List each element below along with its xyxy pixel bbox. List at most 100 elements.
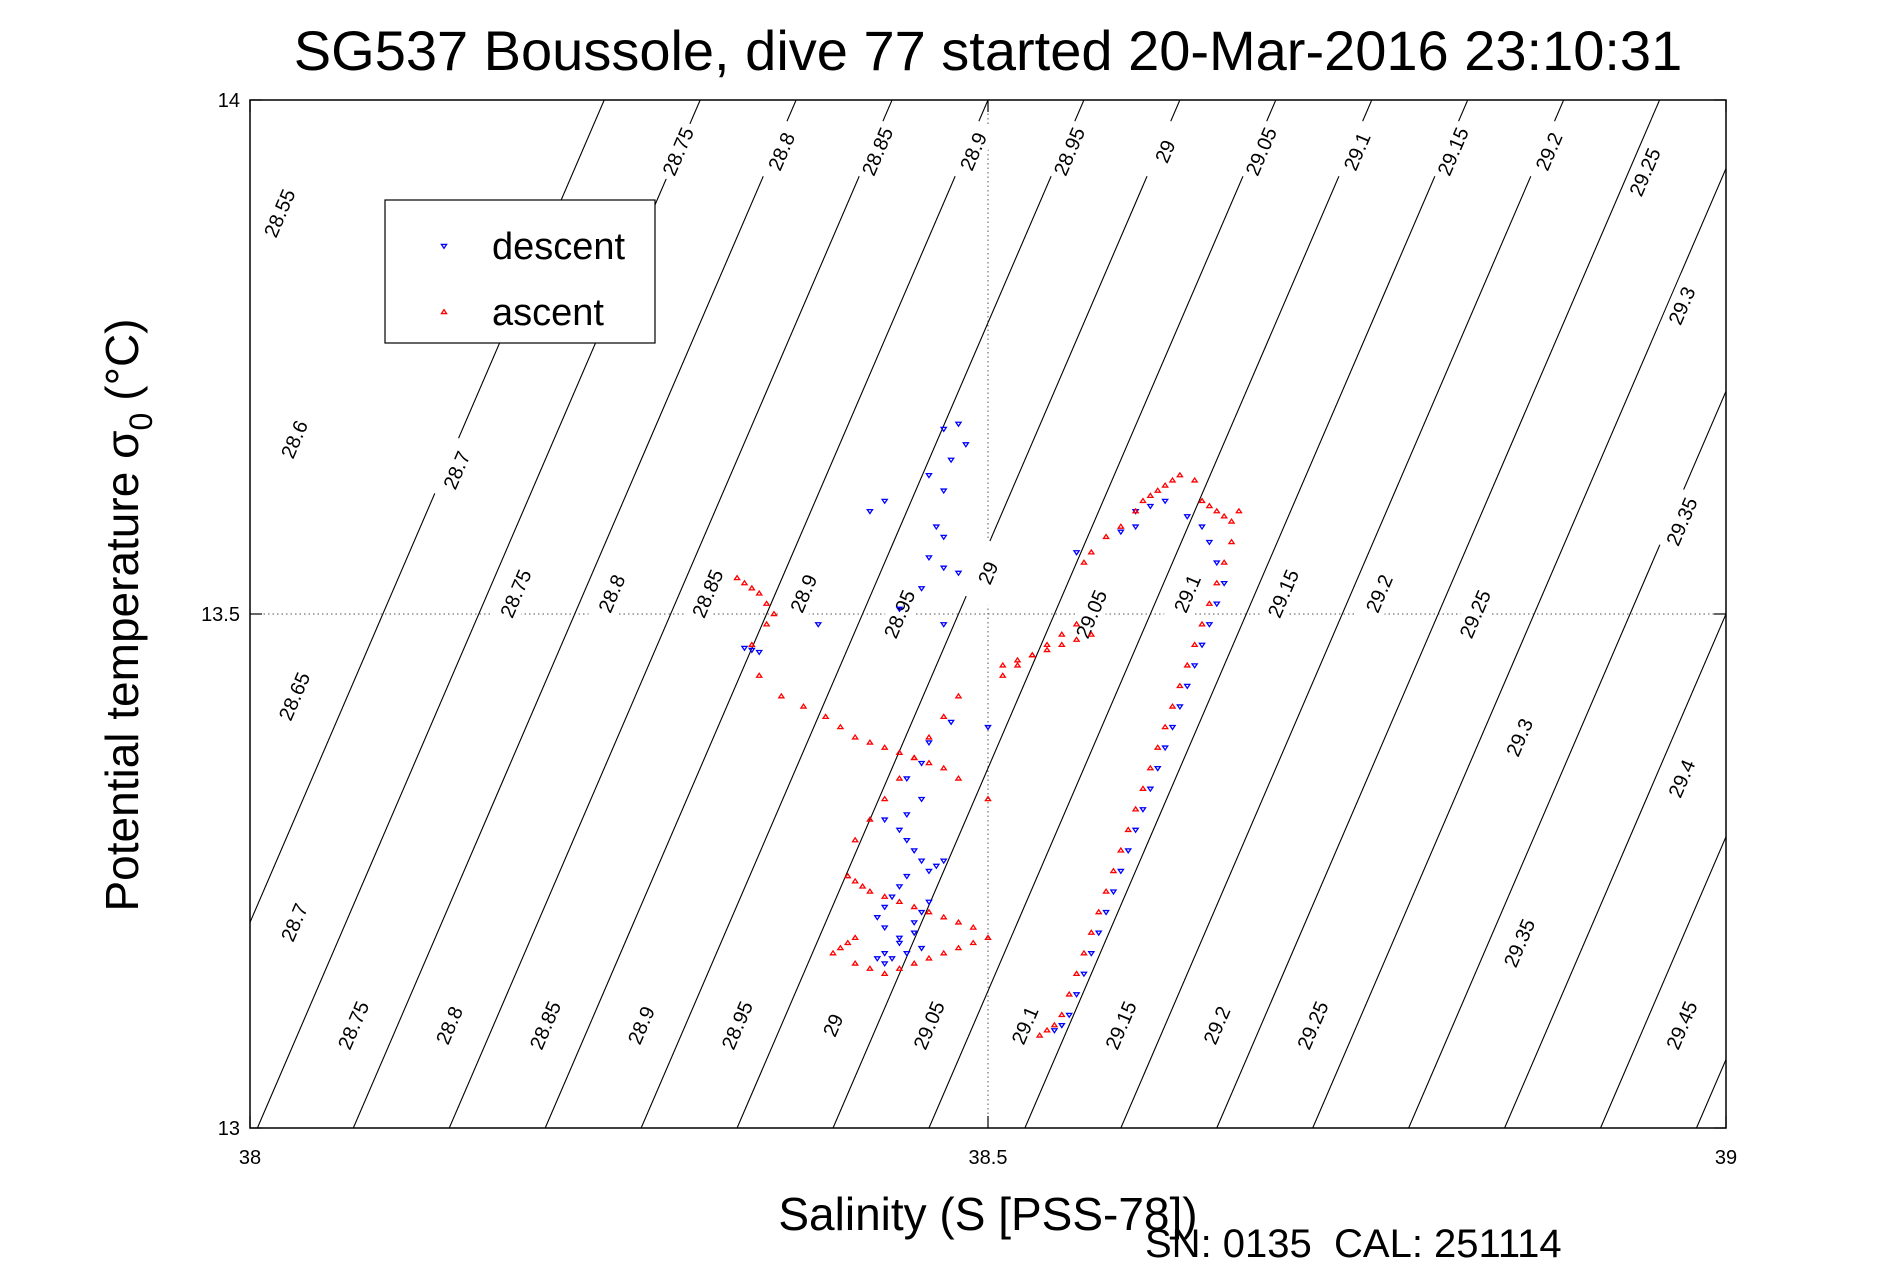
x-tick-label: 39	[1715, 1147, 1737, 1169]
descent-point	[1146, 503, 1155, 510]
ascent-point	[1168, 476, 1177, 483]
ascent-point	[1087, 631, 1096, 637]
ascent-point	[1198, 497, 1206, 504]
descent-point	[1087, 951, 1096, 957]
contour-label-bg	[1429, 118, 1477, 185]
ascent-point	[1072, 970, 1081, 977]
descent-point	[932, 863, 941, 870]
descent-point	[1146, 786, 1155, 793]
contour-label-bg	[949, 118, 998, 185]
ascent-point	[836, 723, 845, 730]
ascent-point	[1057, 631, 1066, 637]
ascent-point	[1161, 481, 1169, 488]
descent-point	[1080, 971, 1088, 978]
contour-label-bg	[875, 581, 924, 647]
y-tick-label: 13.5	[201, 604, 240, 626]
ascent-point	[954, 692, 963, 699]
contour-label-bg	[1657, 992, 1706, 1058]
descent-point	[1124, 848, 1133, 854]
descent-point	[1131, 524, 1140, 531]
descent-point	[939, 622, 948, 628]
descent-point	[1131, 827, 1140, 834]
ascent-point	[939, 913, 948, 920]
ascent-point	[851, 836, 859, 843]
contour-label-bg	[270, 663, 319, 729]
descent-point	[1212, 560, 1221, 567]
descent-point	[917, 945, 926, 952]
ascent-point	[1205, 502, 1214, 509]
descent-point	[939, 565, 948, 572]
ascent-point	[866, 888, 874, 894]
descent-point	[932, 524, 941, 531]
descent-point	[895, 935, 904, 942]
legend-marker-descent	[440, 243, 448, 250]
ascent-point	[843, 872, 852, 879]
ascent-point	[1050, 1021, 1059, 1028]
contour-label-bg	[1525, 118, 1573, 185]
legend-marker-ascent	[440, 308, 448, 315]
descent-point	[939, 534, 948, 541]
ascent-point	[1072, 636, 1081, 642]
ascent-point	[1087, 929, 1096, 935]
ascent-point	[1227, 538, 1236, 545]
ascent-point	[762, 600, 771, 606]
descent-point	[1153, 765, 1162, 772]
contour-label-bg	[1097, 992, 1145, 1058]
ascent-point	[1117, 846, 1125, 853]
contour-label-bg	[654, 118, 702, 185]
ascent-point	[777, 692, 786, 699]
legend-label-descent: descent	[492, 226, 626, 268]
axis-ticks: 38 38.5 39 13 13.5 14	[201, 90, 1737, 1169]
contour-label-bg	[713, 992, 761, 1058]
ascent-point	[1013, 661, 1022, 668]
contour-label-bg	[905, 992, 953, 1058]
descent-point	[1065, 1012, 1073, 1019]
ascent-point	[1153, 744, 1162, 750]
density-contour	[448, 100, 893, 1128]
ascent-point	[998, 661, 1007, 668]
ascent-point	[1028, 651, 1037, 658]
contour-label-bg	[1451, 581, 1499, 647]
descent-point	[1161, 745, 1169, 752]
descent-point	[1190, 663, 1199, 669]
x-axis-label: Salinity (S [PSS-78])	[778, 1188, 1197, 1240]
descent-point	[925, 555, 933, 561]
ascent-point	[910, 903, 919, 910]
descent-point	[947, 719, 955, 726]
descent-point	[939, 858, 948, 865]
descent-point	[925, 899, 933, 906]
ascent-point	[1227, 517, 1236, 524]
contour-label-bg	[1657, 745, 1706, 812]
descent-point	[925, 473, 933, 479]
ascent-point	[1146, 492, 1155, 498]
ascent-point	[1198, 620, 1206, 627]
descent-point	[903, 951, 911, 957]
density-contour	[928, 100, 1373, 1128]
ascent-point	[880, 893, 889, 899]
ascent-point	[880, 795, 889, 802]
descent-point	[917, 760, 926, 767]
ascent-point	[1131, 507, 1140, 514]
descent-point	[1161, 498, 1169, 505]
ascent-point	[1065, 990, 1073, 997]
legend-label-ascent: ascent	[492, 292, 604, 334]
y-axis-label-main: Potential temperature σ	[96, 431, 148, 912]
descent-point	[903, 837, 911, 844]
descent-point	[888, 956, 896, 962]
contour-label-bg	[521, 992, 570, 1058]
ascent-point	[1139, 785, 1147, 791]
descent-point	[984, 724, 992, 731]
descent-point	[895, 606, 904, 613]
density-contour	[1120, 100, 1565, 1128]
ascent-point	[858, 882, 867, 889]
descent-point	[917, 796, 926, 803]
ascent-point	[1013, 656, 1022, 663]
contour-label-bg	[1495, 910, 1544, 976]
ascent-point	[851, 960, 859, 966]
y-axis-label-unit: (°C)	[96, 318, 148, 400]
density-contour	[352, 100, 797, 1128]
ascent-point	[925, 759, 933, 766]
descent-point	[880, 951, 889, 957]
ascent-point	[1220, 559, 1228, 565]
ascent-point	[969, 924, 978, 930]
